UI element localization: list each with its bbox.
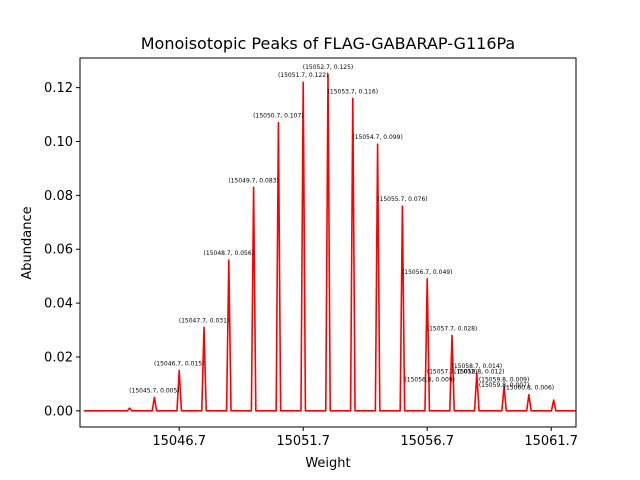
peak-annotation: (15059.8, 0.007) — [479, 382, 529, 389]
y-tick-label: 0.00 — [44, 404, 73, 419]
peak-annotation: (15056.8, 0.009) — [404, 377, 454, 384]
y-tick-label: 0.08 — [44, 189, 73, 204]
axes-frame — [79, 57, 577, 428]
chart-title: Monoisotopic Peaks of FLAG-GABARAP-G116P… — [141, 34, 515, 53]
peak-annotation: (15060.8, 0.006) — [504, 385, 554, 392]
peak-annotation: (15055.7, 0.076) — [377, 196, 427, 203]
y-tick-label: 0.12 — [44, 81, 73, 96]
peak-annotation: (15052.7, 0.125) — [303, 64, 353, 71]
y-tick-label: 0.04 — [44, 297, 73, 312]
peak-annotation: (15059.8, 0.009) — [479, 377, 529, 384]
x-axis-label: Weight — [305, 456, 350, 471]
x-tick-label: 15051.7 — [276, 434, 330, 449]
y-tick-label: 0.10 — [44, 135, 73, 150]
y-axis-label: Abundance — [20, 206, 35, 279]
peak-annotation: (15057.7, 0.012) — [427, 369, 477, 376]
peak-annotation: (15057.7, 0.028) — [427, 325, 477, 332]
peak-annotation: (15054.7, 0.099) — [352, 134, 402, 141]
peak-annotation: (15058.7, 0.014) — [452, 363, 502, 370]
peak-annotation: (15051.7, 0.122) — [278, 72, 328, 79]
series-layer — [83, 73, 576, 412]
peak-annotation: (15048.7, 0.056) — [204, 250, 254, 257]
x-tick-label: 15061.7 — [524, 434, 578, 449]
x-axis: 15046.7 15051.7 15056.7 15061.7 — [152, 427, 578, 449]
peak-annotation: (15050.7, 0.107) — [253, 113, 303, 120]
peak-annotation: (15049.7, 0.083) — [228, 177, 278, 184]
y-tick-label: 0.06 — [44, 243, 73, 258]
peak-annotation: (15056.7, 0.049) — [402, 269, 452, 276]
y-tick-label: 0.02 — [44, 350, 73, 365]
peak-annotation: (15058.8, 0.012) — [454, 369, 504, 376]
plot-area: (15045.7, 0.005) (15046.7, 0.015) (15047.7… — [79, 57, 577, 428]
y-axis: 0.00 0.02 0.04 0.06 0.08 0.10 0.12 — [44, 81, 80, 419]
peak-annotation: (15046.7, 0.015) — [154, 360, 204, 367]
peak-annotation: (15053.7, 0.116) — [328, 88, 378, 95]
annotation-layer: (15045.7, 0.005) (15046.7, 0.015) (15047.7… — [129, 64, 554, 394]
peak-annotation: (15045.7, 0.005) — [129, 387, 179, 394]
peak-annotation: (15047.7, 0.031) — [179, 317, 229, 324]
x-tick-label: 15046.7 — [152, 434, 206, 449]
x-tick-label: 15056.7 — [400, 434, 454, 449]
